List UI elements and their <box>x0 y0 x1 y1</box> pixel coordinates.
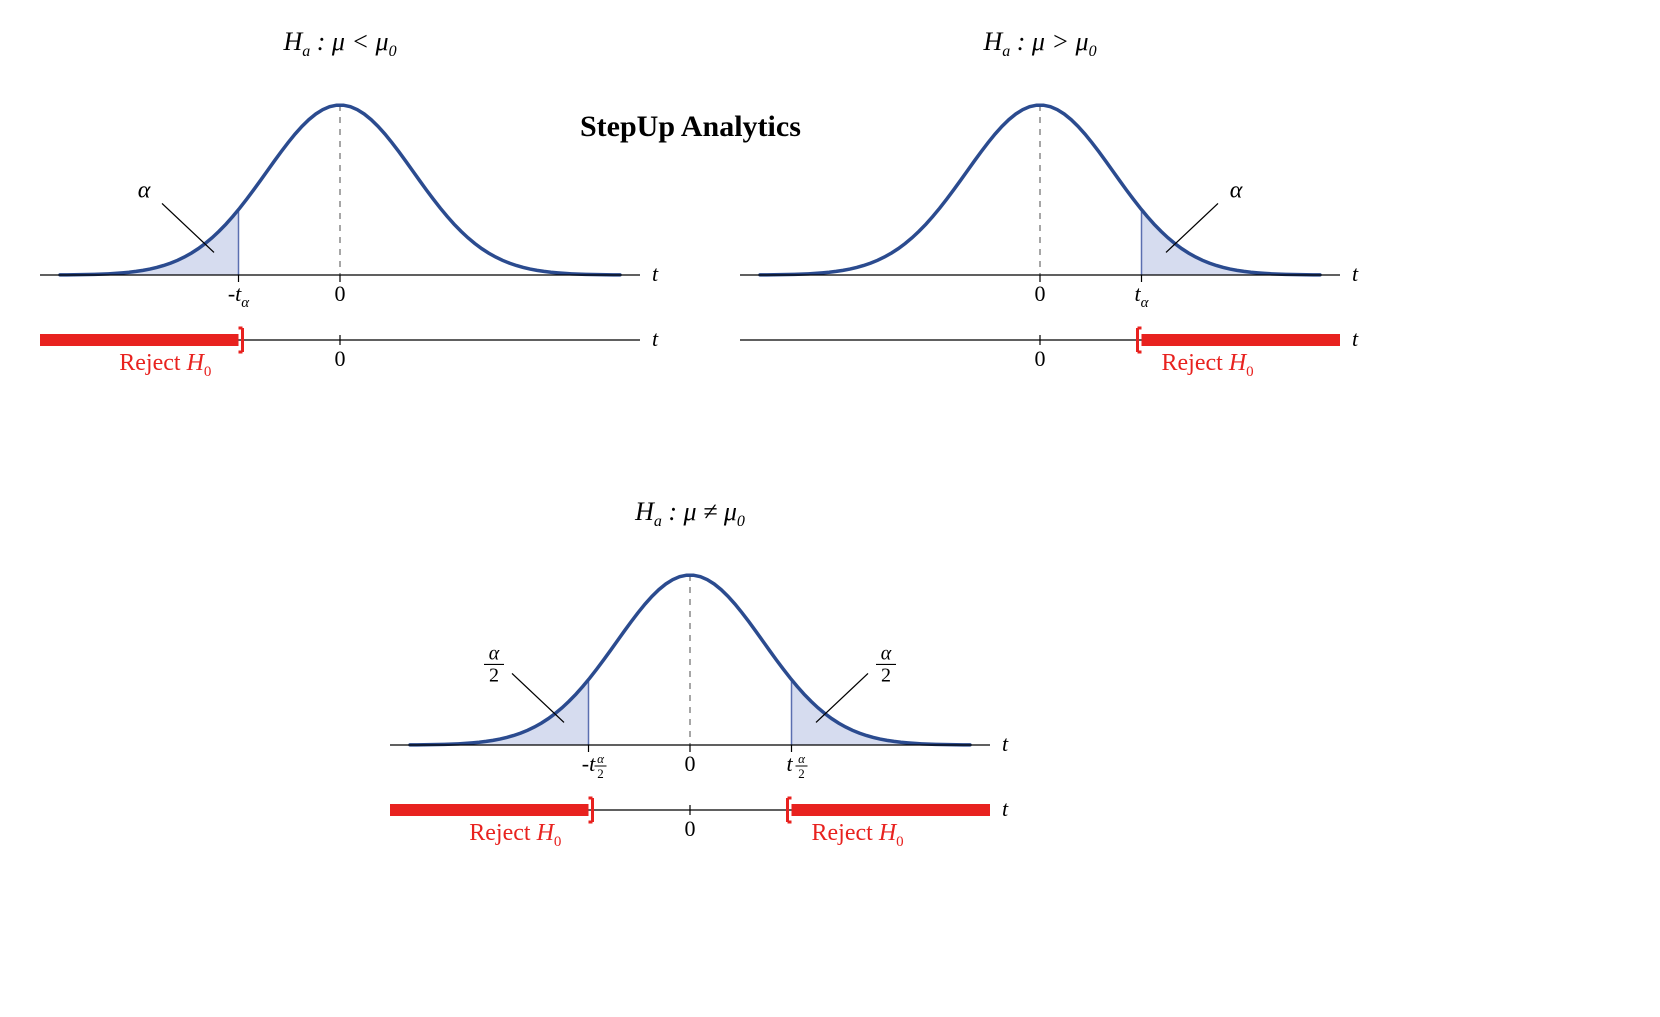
reject-label-left: Reject H0 <box>119 350 211 380</box>
panel-left-svg: Ha : μ < μ0 0 t -tα α 0 t Reject H0 <box>20 20 680 420</box>
reject-bar-left <box>40 334 239 346</box>
panel-two-tailed: Ha : μ ≠ μ0 0t-tα2tα2α2α20tReject H0Reje… <box>370 490 1030 890</box>
zero-label: 0 <box>335 281 346 306</box>
tail-fill-right <box>792 680 971 745</box>
reject-zero-label: 0 <box>1035 346 1046 371</box>
critical-label-left: -t <box>582 751 596 776</box>
panel-right-tailed: Ha : μ > μ0 0 t tα α 0 t Reject H0 <box>720 20 1380 420</box>
alpha-frac-num-right: α <box>881 642 892 664</box>
tail-fill-left <box>410 680 589 745</box>
reject-axis-t-label: t <box>1002 796 1009 821</box>
reject-label-right: Reject H0 <box>1162 350 1254 380</box>
reject-bar-left <box>390 804 589 816</box>
panel-bottom-svg: Ha : μ ≠ μ0 0t-tα2tα2α2α20tReject H0Reje… <box>370 490 1030 890</box>
alpha-frac-num-left: α <box>489 642 500 664</box>
fraction-den: 2 <box>798 766 805 781</box>
alpha-pointer-right <box>816 673 868 722</box>
axis-t-label: t <box>1002 731 1009 756</box>
fraction-den: 2 <box>597 766 604 781</box>
axis-t-label: t <box>652 261 659 286</box>
alpha-label-right: α <box>1230 177 1243 203</box>
reject-label-right: Reject H0 <box>812 820 904 850</box>
diagram-container: StepUp Analytics Ha : μ < μ0 0t-tαα0tRej… <box>20 20 1640 997</box>
reject-label-left: Reject H0 <box>469 820 561 850</box>
alpha-pointer-right <box>1166 203 1218 252</box>
hypothesis-label: Ha : μ ≠ μ0 <box>634 497 745 530</box>
alpha-pointer-left <box>162 203 214 252</box>
reject-bar-right <box>1142 334 1341 346</box>
critical-label-right: tα <box>1135 281 1150 311</box>
reject-zero-label: 0 <box>335 346 346 371</box>
alpha-pointer-left <box>512 673 564 722</box>
fraction-num: α <box>597 751 605 766</box>
alpha-frac-den-left: 2 <box>489 664 499 686</box>
panel-left-tailed: Ha : μ < μ0 0 t -tα α 0 t Reject H0 <box>20 20 680 420</box>
tail-fill-left <box>60 210 239 275</box>
panel-right-svg: Ha : μ > μ0 0 t tα α 0 t Reject H0 <box>720 20 1380 420</box>
alpha-frac-den-right: 2 <box>881 664 891 686</box>
tail-fill-right <box>1142 210 1321 275</box>
fraction-num: α <box>798 751 806 766</box>
reject-zero-label: 0 <box>685 816 696 841</box>
zero-label: 0 <box>1035 281 1046 306</box>
reject-bar-right <box>792 804 991 816</box>
reject-axis-t-label: t <box>1352 326 1359 351</box>
zero-label: 0 <box>685 751 696 776</box>
critical-label-right: t <box>786 751 793 776</box>
hypothesis-label: Ha : μ > μ0 <box>982 27 1096 60</box>
critical-label-left: -tα <box>228 281 250 311</box>
reject-axis-t-label: t <box>652 326 659 351</box>
axis-t-label: t <box>1352 261 1359 286</box>
alpha-label-left: α <box>138 177 151 203</box>
hypothesis-label: Ha : μ < μ0 <box>282 27 396 60</box>
